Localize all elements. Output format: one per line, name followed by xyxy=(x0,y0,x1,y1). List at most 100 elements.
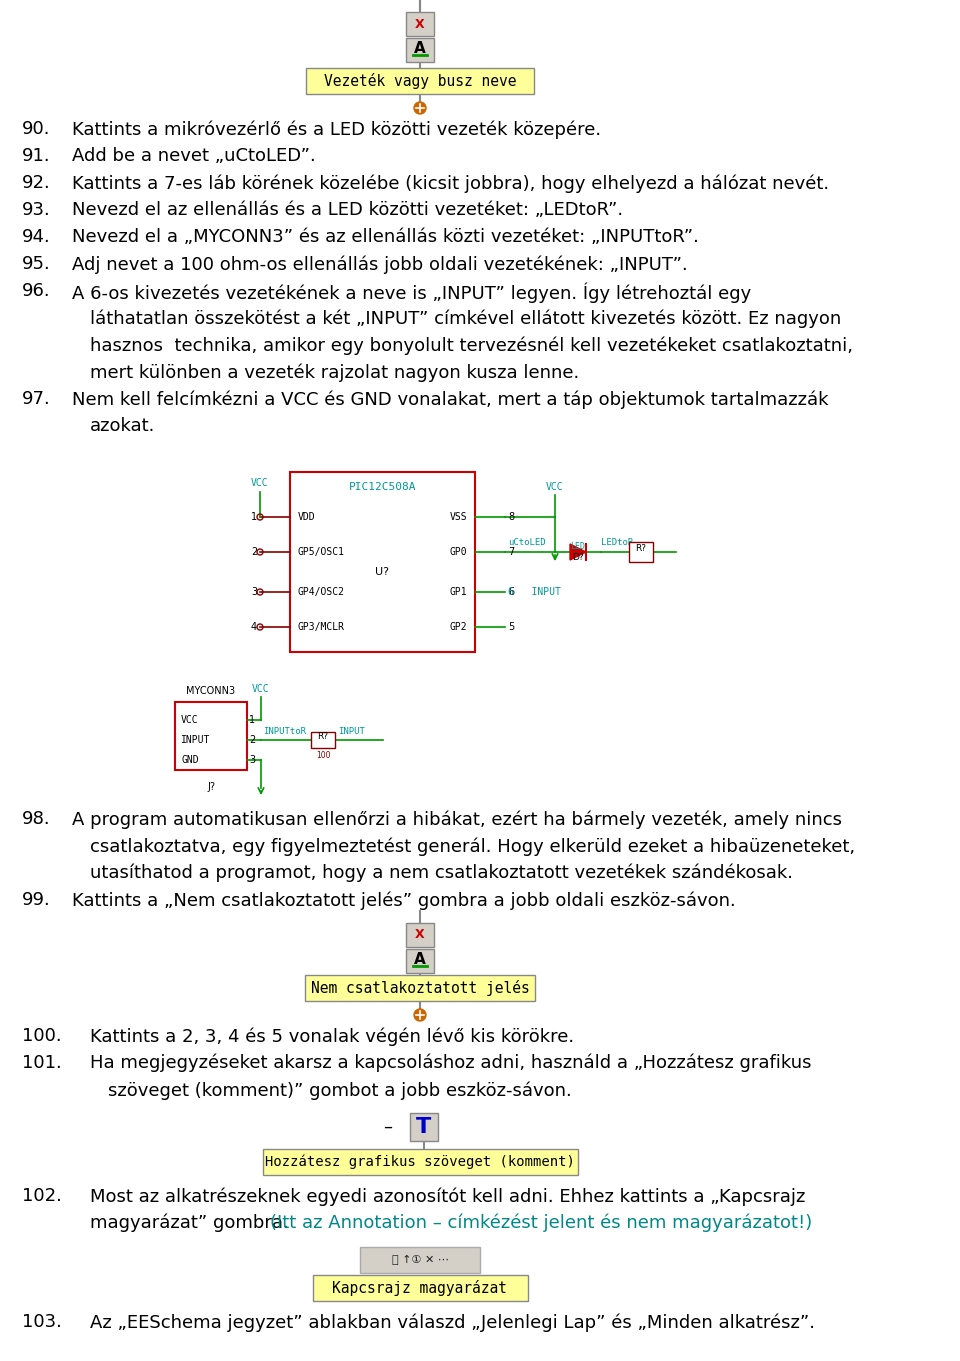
FancyBboxPatch shape xyxy=(406,12,434,35)
Text: VDD: VDD xyxy=(298,512,316,523)
Text: 2: 2 xyxy=(251,547,257,557)
FancyBboxPatch shape xyxy=(311,732,335,749)
Text: 6: 6 xyxy=(508,587,515,597)
Text: Kattints a „Nem csatlakoztatott jelés” gombra a jobb oldali eszköz-sávon.: Kattints a „Nem csatlakoztatott jelés” g… xyxy=(72,891,735,909)
Text: X: X xyxy=(415,928,425,942)
Text: A: A xyxy=(414,951,426,966)
Text: Kapcsrajz magyarázat: Kapcsrajz magyarázat xyxy=(332,1279,508,1296)
Circle shape xyxy=(414,1009,426,1021)
Text: R?: R? xyxy=(318,732,328,740)
Text: Ha megjegyzéseket akarsz a kapcsoláshoz adni, használd a „Hozzátesz grafikus: Ha megjegyzéseket akarsz a kapcsoláshoz … xyxy=(90,1053,811,1072)
FancyBboxPatch shape xyxy=(629,542,653,562)
Text: Nevezd el a „MYCONN3” és az ellenállás közti vezetéket: „INPUTtoR”.: Nevezd el a „MYCONN3” és az ellenállás k… xyxy=(72,229,699,246)
Text: 97.: 97. xyxy=(22,391,51,408)
Text: 96.: 96. xyxy=(22,282,51,299)
Text: VSS: VSS xyxy=(449,512,467,523)
FancyBboxPatch shape xyxy=(306,68,534,94)
Text: Most az alkatrészeknek egyedi azonosítót kell adni. Ehhez kattints a „Kapcsrajz: Most az alkatrészeknek egyedi azonosítót… xyxy=(90,1187,805,1206)
Text: Nevezd el az ellenállás és a LED közötti vezetéket: „LEDtoR”.: Nevezd el az ellenállás és a LED közötti… xyxy=(72,201,623,219)
Text: 98.: 98. xyxy=(22,810,51,827)
Text: láthatatlan összekötést a két „INPUT” címkével ellátott kivezetés között. Ez nag: láthatatlan összekötést a két „INPUT” cí… xyxy=(90,309,841,328)
Text: GND: GND xyxy=(181,755,199,765)
Text: GP1: GP1 xyxy=(449,587,467,597)
Text: GP0: GP0 xyxy=(449,547,467,557)
Polygon shape xyxy=(570,544,586,559)
Text: magyarázat” gombra.: magyarázat” gombra. xyxy=(90,1214,289,1233)
Text: T: T xyxy=(417,1117,432,1136)
Text: 90.: 90. xyxy=(22,120,51,137)
Text: A 6-os kivezetés vezetékének a neve is „INPUT” legyen. Így létrehoztál egy: A 6-os kivezetés vezetékének a neve is „… xyxy=(72,282,752,302)
Text: azokat.: azokat. xyxy=(90,416,156,436)
Text: 102.: 102. xyxy=(22,1187,61,1204)
Text: Vezeték vagy busz neve: Vezeték vagy busz neve xyxy=(324,73,516,88)
Text: GP3/MCLR: GP3/MCLR xyxy=(298,622,345,632)
Text: VCC: VCC xyxy=(181,715,199,725)
Text: D?: D? xyxy=(572,553,584,562)
Text: VCC: VCC xyxy=(252,478,269,489)
Text: X: X xyxy=(415,18,425,30)
FancyBboxPatch shape xyxy=(406,949,434,973)
Text: 103.: 103. xyxy=(22,1313,61,1331)
Text: A program automatikusan ellenőrzi a hibákat, ezért ha bármely vezeték, amely nin: A program automatikusan ellenőrzi a hibá… xyxy=(72,810,842,829)
Text: Az „EESchema jegyzet” ablakban válaszd „Jelenlegi Lap” és „Minden alkatrész”.: Az „EESchema jegyzet” ablakban válaszd „… xyxy=(90,1313,815,1331)
FancyBboxPatch shape xyxy=(175,702,247,770)
Text: Adj nevet a 100 ohm-os ellenállás jobb oldali vezetékének: „INPUT”.: Adj nevet a 100 ohm-os ellenállás jobb o… xyxy=(72,255,687,274)
Text: Kattints a mikróvezérlő és a LED közötti vezeték közepére.: Kattints a mikróvezérlő és a LED közötti… xyxy=(72,120,601,139)
Text: Hozzátesz grafikus szöveget (komment): Hozzátesz grafikus szöveget (komment) xyxy=(265,1154,575,1169)
Text: 95.: 95. xyxy=(22,255,51,274)
Text: 100.: 100. xyxy=(22,1028,61,1045)
Text: LEDtoR: LEDtoR xyxy=(601,538,634,547)
Text: 1: 1 xyxy=(249,715,255,725)
Text: 99.: 99. xyxy=(22,891,51,909)
Text: 3: 3 xyxy=(251,587,257,597)
Text: J?: J? xyxy=(207,783,215,792)
Text: 5: 5 xyxy=(508,622,515,632)
FancyBboxPatch shape xyxy=(262,1149,578,1175)
Text: Kattints a 2, 3, 4 és 5 vonalak végén lévő kis körökre.: Kattints a 2, 3, 4 és 5 vonalak végén lé… xyxy=(90,1028,574,1045)
Text: Kattints a 7-es láb körének közelébe (kicsit jobbra), hogy elhelyezd a hálózat n: Kattints a 7-es láb körének közelébe (ki… xyxy=(72,174,829,192)
Text: INPUTtoR: INPUTtoR xyxy=(263,727,306,736)
Text: (Itt az Annotation – címkézést jelent és nem magyarázatot!): (Itt az Annotation – címkézést jelent és… xyxy=(270,1214,812,1233)
Text: csatlakoztatva, egy figyelmeztetést generál. Hogy elkerüld ezeket a hibaüzenetek: csatlakoztatva, egy figyelmeztetést gene… xyxy=(90,837,855,856)
Circle shape xyxy=(414,102,426,114)
Text: 2: 2 xyxy=(249,735,255,744)
Text: INPUT: INPUT xyxy=(181,735,210,744)
Text: 6   INPUT: 6 INPUT xyxy=(508,587,561,597)
Text: 8: 8 xyxy=(508,512,515,523)
Text: GP4/OSC2: GP4/OSC2 xyxy=(298,587,345,597)
Text: 4: 4 xyxy=(251,622,257,632)
Text: uCtoLED: uCtoLED xyxy=(508,538,545,547)
Text: Nem csatlakoztatott jelés: Nem csatlakoztatott jelés xyxy=(311,980,529,996)
Text: INPUT: INPUT xyxy=(338,727,365,736)
Text: VCC: VCC xyxy=(546,482,564,491)
Text: 1: 1 xyxy=(251,512,257,523)
Text: utasíthatod a programot, hogy a nem csatlakoztatott vezetékek szándékosak.: utasíthatod a programot, hogy a nem csat… xyxy=(90,864,793,882)
Text: VCC: VCC xyxy=(252,685,270,694)
Text: LED: LED xyxy=(570,542,586,551)
Text: ⬜ ↑① ✕ ⋯: ⬜ ↑① ✕ ⋯ xyxy=(392,1255,448,1264)
Text: 94.: 94. xyxy=(22,229,51,246)
Text: U?: U? xyxy=(375,568,390,577)
Text: 101.: 101. xyxy=(22,1053,61,1072)
Text: Add be a nevet „uCtoLED”.: Add be a nevet „uCtoLED”. xyxy=(72,147,316,165)
Text: 100: 100 xyxy=(316,740,330,761)
FancyBboxPatch shape xyxy=(406,38,434,63)
FancyBboxPatch shape xyxy=(305,974,535,1000)
Text: 3: 3 xyxy=(249,755,255,765)
FancyBboxPatch shape xyxy=(313,1275,527,1301)
Text: Nem kell felcímkézni a VCC és GND vonalakat, mert a táp objektumok tartalmazzák: Nem kell felcímkézni a VCC és GND vonala… xyxy=(72,391,828,408)
FancyBboxPatch shape xyxy=(360,1247,480,1273)
Text: 92.: 92. xyxy=(22,174,51,192)
Text: PIC12C508A: PIC12C508A xyxy=(348,482,417,491)
Text: GP5/OSC1: GP5/OSC1 xyxy=(298,547,345,557)
Text: szöveget (komment)” gombot a jobb eszköz-sávon.: szöveget (komment)” gombot a jobb eszköz… xyxy=(108,1081,572,1100)
Text: mert különben a vezeték rajzolat nagyon kusza lenne.: mert különben a vezeték rajzolat nagyon … xyxy=(90,363,579,381)
Text: GP2: GP2 xyxy=(449,622,467,632)
Text: 93.: 93. xyxy=(22,201,51,219)
FancyBboxPatch shape xyxy=(410,1113,438,1141)
Text: hasznos  technika, amikor egy bonyolult tervezésnél kell vezetékeket csatlakozta: hasznos technika, amikor egy bonyolult t… xyxy=(90,336,853,354)
FancyBboxPatch shape xyxy=(406,923,434,947)
FancyBboxPatch shape xyxy=(290,472,475,652)
Text: 7: 7 xyxy=(508,547,515,557)
Text: –: – xyxy=(383,1117,393,1136)
